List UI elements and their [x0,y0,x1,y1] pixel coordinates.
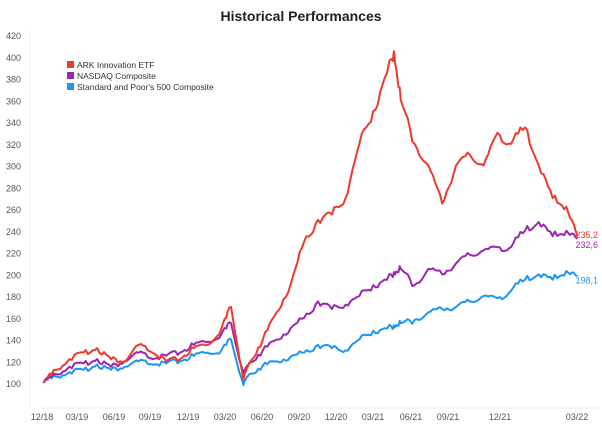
y-tick-label: 300 [6,162,21,172]
series-line-0 [42,50,579,384]
x-tick-label: 09/20 [288,412,311,422]
end-value-label: 198,1 [575,275,598,285]
y-tick-label: 380 [6,75,21,85]
x-tick-label: 06/19 [103,412,126,422]
end-value-label: 235,2 [575,230,598,240]
y-tick-label: 200 [6,270,21,280]
y-tick-label: 320 [6,140,21,150]
y-tick-label: 180 [6,292,21,302]
x-tick-label: 12/18 [31,412,54,422]
legend-swatch [67,83,74,90]
x-tick-label: 03/19 [66,412,89,422]
x-tick-label: 09/21 [437,412,460,422]
x-tick-label: 09/19 [139,412,162,422]
x-tick-label: 03/21 [362,412,385,422]
y-tick-label: 280 [6,183,21,193]
legend-label: ARK Innovation ETF [77,60,154,70]
end-value-label: 232,6 [575,240,598,250]
y-tick-label: 120 [6,357,21,367]
x-tick-label: 03/20 [214,412,237,422]
chart-title: Historical Performances [220,8,382,24]
y-tick-label: 100 [6,379,21,389]
legend-label: Standard and Poor's 500 Composite [77,82,214,92]
legend-label: NASDAQ Composite [77,71,156,81]
y-tick-label: 340 [6,118,21,128]
y-tick-label: 240 [6,227,21,237]
x-tick-label: 06/20 [251,412,274,422]
x-tick-label: 12/19 [177,412,200,422]
y-tick-label: 140 [6,336,21,346]
x-tick-label: 12/21 [489,412,512,422]
y-tick-label: 420 [6,31,21,41]
series-line-2 [42,270,578,387]
y-tick-label: 160 [6,314,21,324]
x-tick-label: 03/22 [566,412,589,422]
x-tick-label: 12/20 [325,412,348,422]
legend-swatch [67,72,74,79]
y-tick-label: 260 [6,205,21,215]
legend-swatch [67,61,74,68]
y-tick-label: 360 [6,96,21,106]
x-tick-label: 06/21 [400,412,423,422]
series-line-1 [42,221,579,384]
y-tick-label: 220 [6,249,21,259]
y-tick-label: 400 [6,53,21,63]
